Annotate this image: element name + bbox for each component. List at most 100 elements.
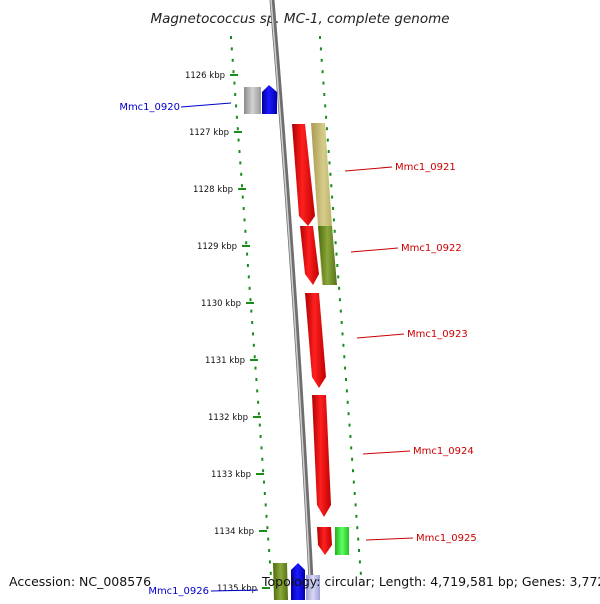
track-dot <box>242 207 245 210</box>
track-dot <box>329 172 332 176</box>
track-dot <box>267 537 270 541</box>
track-dot <box>230 47 233 51</box>
track-dot <box>247 275 250 279</box>
track-dot <box>231 58 234 62</box>
track-dot <box>359 571 362 575</box>
track-dot <box>343 355 346 359</box>
track-dot <box>345 389 348 393</box>
track-dot <box>345 378 347 381</box>
track-dot <box>254 366 257 370</box>
gene-label-mmc1-0925[interactable]: Mmc1_0925 <box>416 533 477 544</box>
track-dot <box>356 526 359 530</box>
track-dot <box>325 127 328 131</box>
gene-arrow-mmc1-0920[interactable] <box>262 85 277 114</box>
track-dot <box>253 355 256 359</box>
kbp-label: 1135 kbp <box>217 584 257 594</box>
callout-line-mmc1-0923 <box>356 333 405 339</box>
genome-backbone <box>269 0 315 601</box>
kbp-label: 1131 kbp <box>205 356 245 366</box>
track-dot <box>240 172 243 176</box>
track-dot <box>340 321 343 324</box>
homology-track-block[interactable] <box>335 527 349 555</box>
callout-line-mmc1-0921 <box>344 166 393 172</box>
kbp-scale: 1126 kbp 1127 kbp 1128 kbp 1129 kbp 1130… <box>185 71 270 594</box>
gene-fragment[interactable] <box>306 575 320 600</box>
track-dot <box>241 195 244 199</box>
track-dot <box>234 93 237 96</box>
gene-arrow-mmc1-0922[interactable] <box>300 226 319 285</box>
track-dot <box>263 480 265 484</box>
track-dot <box>355 514 358 518</box>
right-dotted-track <box>319 36 362 575</box>
track-dot <box>266 526 269 530</box>
gene-arrow-mmc1-0924[interactable] <box>312 395 331 517</box>
gene-label-mmc1-0922[interactable]: Mmc1_0922 <box>401 243 462 254</box>
track-dot <box>357 537 360 541</box>
track-dot <box>334 241 337 245</box>
track-dot <box>335 252 338 256</box>
track-dot <box>244 229 247 233</box>
track-dot <box>258 423 261 427</box>
kbp-label: 1128 kbp <box>193 185 233 195</box>
gene-label-mmc1-0923[interactable]: Mmc1_0923 <box>407 329 468 340</box>
track-dot <box>238 150 241 153</box>
track-dot <box>331 195 334 199</box>
track-dot <box>262 469 265 473</box>
track-dot <box>358 560 361 564</box>
track-dot <box>257 412 260 416</box>
kbp-label: 1133 kbp <box>211 470 251 480</box>
track-dot <box>349 435 352 438</box>
homology-track-block[interactable] <box>273 563 288 600</box>
kbp-label: 1134 kbp <box>214 527 254 537</box>
track-dot <box>326 138 329 142</box>
track-dot <box>237 138 240 142</box>
track-dot <box>257 400 260 404</box>
callout-line-mmc1-0926 <box>210 589 259 592</box>
track-dot <box>333 229 336 233</box>
track-dot <box>347 412 350 416</box>
gene-label-mmc1-0924[interactable]: Mmc1_0924 <box>413 446 474 457</box>
track-dot <box>339 309 342 313</box>
track-dot <box>268 549 271 552</box>
track-dot <box>255 378 258 381</box>
gene-arrow-mmc1-0926[interactable] <box>291 563 305 600</box>
track-dot <box>319 47 322 51</box>
track-dot <box>320 58 323 62</box>
kbp-label: 1126 kbp <box>185 71 225 81</box>
left-dotted-track <box>230 36 272 575</box>
map-title: Magnetococcus sp. MC-1, complete genome <box>150 11 449 27</box>
track-dot <box>352 480 355 484</box>
track-dot <box>338 286 341 290</box>
track-dot <box>232 70 235 74</box>
track-dot <box>263 492 266 495</box>
track-dot <box>344 366 347 370</box>
track-dot <box>332 207 334 210</box>
gene-label-mmc1-0921[interactable]: Mmc1_0921 <box>395 162 456 173</box>
track-dot <box>350 446 353 450</box>
gene-arrow-mmc1-0921[interactable] <box>292 124 315 226</box>
track-dot <box>250 309 253 313</box>
track-dot <box>252 332 254 336</box>
track-dot <box>261 457 264 461</box>
gene-label-mmc1-0926[interactable]: Mmc1_0926 <box>148 586 209 597</box>
track-dot <box>358 549 360 552</box>
homology-track-block[interactable] <box>244 87 261 114</box>
track-dot <box>348 423 351 427</box>
track-dot <box>246 252 249 256</box>
gene-arrow-mmc1-0923[interactable] <box>305 293 326 388</box>
kbp-label: 1130 kbp <box>201 299 241 309</box>
kbp-label: 1132 kbp <box>208 413 248 423</box>
track-dot <box>260 446 263 450</box>
accession-text: Accession: NC_008576 <box>9 574 151 589</box>
track-dot <box>256 389 259 393</box>
callout-line-mmc1-0925 <box>365 537 414 541</box>
track-dot <box>338 298 341 302</box>
gene-label-mmc1-0920[interactable]: Mmc1_0920 <box>119 102 180 113</box>
track-dot <box>264 503 267 507</box>
homology-track-block[interactable] <box>318 226 337 285</box>
gene-arrow-mmc1-0925[interactable] <box>317 527 332 555</box>
track-dot <box>346 400 349 404</box>
track-dot <box>265 514 268 518</box>
track-dot <box>325 115 328 119</box>
